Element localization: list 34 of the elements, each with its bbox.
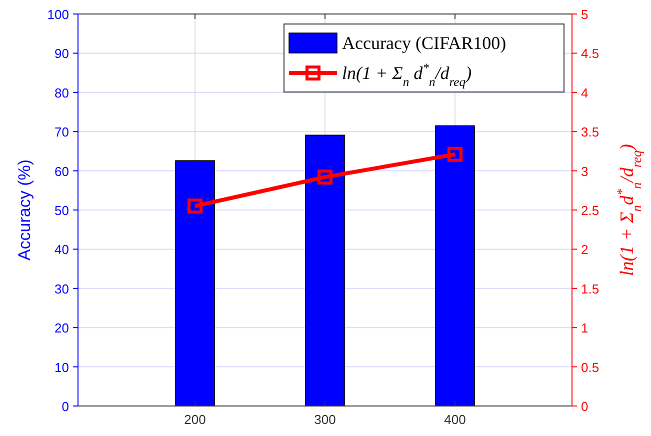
y2-tick-label: 1.5 bbox=[581, 281, 600, 296]
y-tick-label: 50 bbox=[54, 203, 69, 218]
x-tick-label: 300 bbox=[314, 412, 336, 427]
x-tick-label: 400 bbox=[444, 412, 466, 427]
y-tick-label: 60 bbox=[54, 164, 69, 179]
y-tick-label: 80 bbox=[54, 85, 69, 100]
y-tick-label: 40 bbox=[54, 242, 69, 258]
y-tick-label: 0 bbox=[62, 399, 69, 414]
y2-tick-label: 3 bbox=[581, 164, 588, 179]
y2-tick-label: 4.5 bbox=[581, 46, 600, 62]
y-tick-label: 90 bbox=[54, 46, 69, 62]
point bbox=[188, 198, 202, 214]
legend-label: ln(1 + Σ$_{n}$ d$^{*}$$_{n}$/d$_{req}$) bbox=[342, 61, 472, 89]
y-tick-label: 20 bbox=[54, 320, 69, 336]
legend-label: Accuracy (CIFAR100) bbox=[342, 33, 506, 53]
bar bbox=[175, 160, 215, 406]
y-axis-title: Accuracy (%) bbox=[15, 159, 34, 261]
y2-tick-label: 3.5 bbox=[581, 124, 600, 140]
point bbox=[448, 146, 462, 162]
y2-tick-label: 2 bbox=[581, 242, 588, 258]
y2-tick-label: 1 bbox=[581, 320, 588, 336]
bar bbox=[305, 134, 345, 406]
y2-tick-label: 2.5 bbox=[581, 203, 600, 218]
y-tick-label: 70 bbox=[54, 124, 69, 140]
x-tick-label: 200 bbox=[184, 412, 206, 427]
y-tick-label: 100 bbox=[47, 7, 69, 22]
y2-tick-label: 5 bbox=[581, 7, 588, 22]
y-tick-label: 10 bbox=[54, 360, 69, 375]
point bbox=[318, 170, 332, 185]
y2-tick-label: 0 bbox=[581, 399, 588, 414]
bar bbox=[435, 125, 475, 406]
y-tick-label: 30 bbox=[54, 281, 69, 296]
y2-tick-label: 0.5 bbox=[581, 360, 600, 375]
y2-tick-label: 4 bbox=[581, 85, 588, 100]
